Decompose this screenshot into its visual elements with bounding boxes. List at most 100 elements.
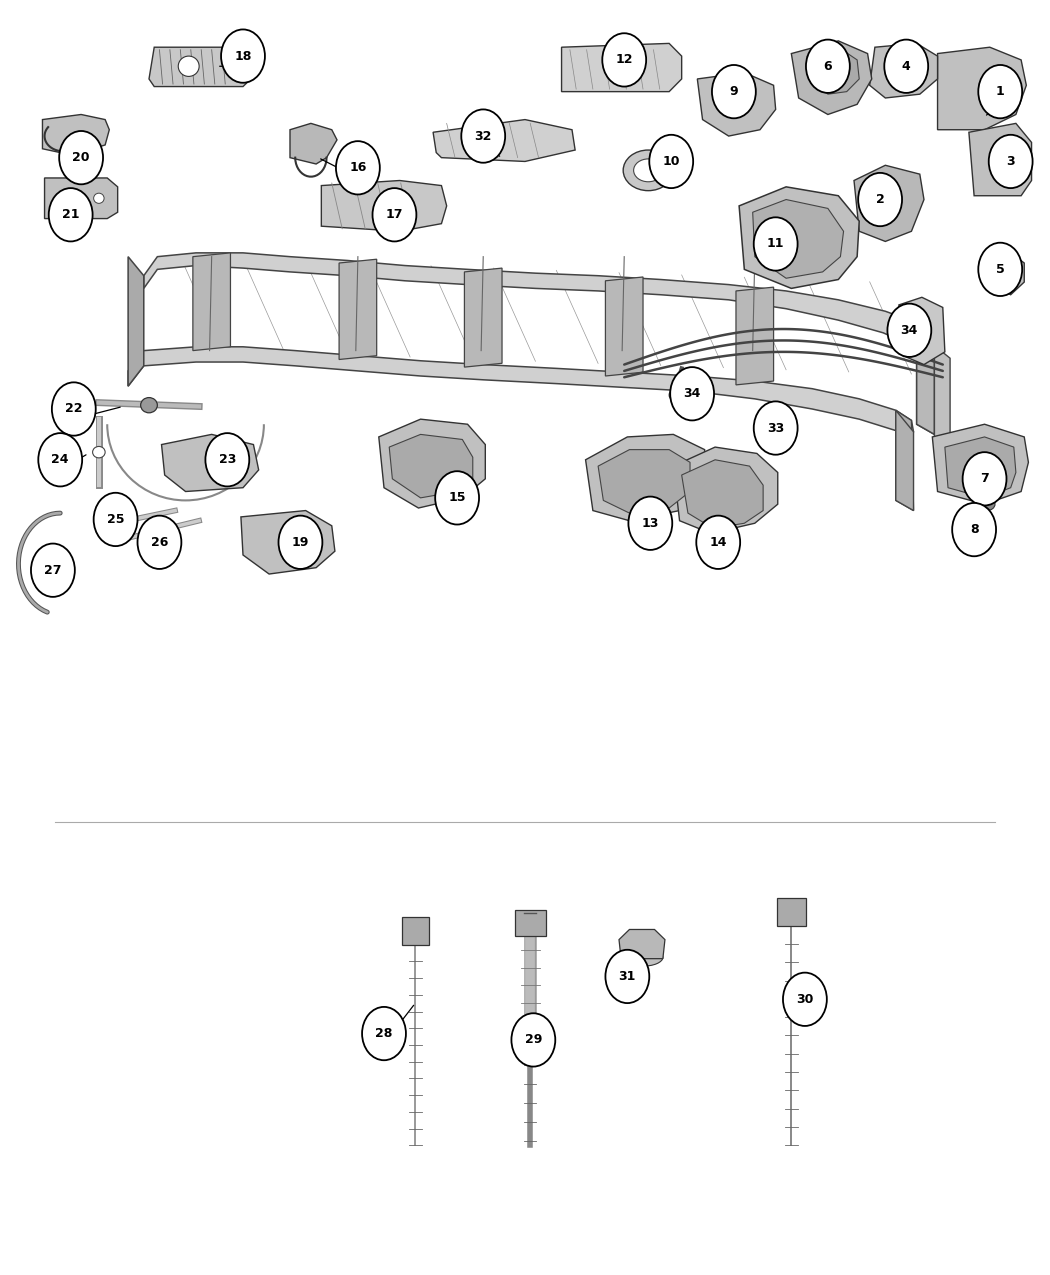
Polygon shape: [673, 448, 778, 533]
Circle shape: [952, 502, 996, 556]
Text: 25: 25: [107, 513, 124, 527]
Circle shape: [649, 135, 693, 189]
Text: 18: 18: [234, 50, 252, 62]
Text: 34: 34: [901, 324, 918, 337]
Circle shape: [138, 515, 182, 569]
Polygon shape: [193, 252, 230, 351]
Text: 24: 24: [51, 454, 69, 467]
Text: 22: 22: [65, 403, 83, 416]
Text: 20: 20: [72, 152, 90, 164]
Polygon shape: [402, 917, 428, 945]
Text: 33: 33: [768, 422, 784, 435]
Text: 4: 4: [902, 60, 910, 73]
Polygon shape: [339, 259, 377, 360]
Text: 12: 12: [615, 54, 633, 66]
Polygon shape: [606, 277, 643, 376]
Polygon shape: [379, 419, 485, 507]
Circle shape: [59, 131, 103, 185]
Polygon shape: [945, 437, 1016, 497]
Text: 32: 32: [475, 130, 491, 143]
Text: 30: 30: [796, 993, 814, 1006]
Circle shape: [48, 189, 92, 241]
Text: 23: 23: [218, 454, 236, 467]
Circle shape: [696, 515, 740, 569]
Text: 3: 3: [1006, 156, 1015, 168]
Ellipse shape: [622, 949, 663, 966]
Polygon shape: [290, 124, 337, 164]
Circle shape: [278, 515, 322, 569]
Polygon shape: [792, 41, 872, 115]
Circle shape: [858, 173, 902, 226]
Circle shape: [336, 142, 380, 195]
Circle shape: [628, 496, 672, 550]
Text: 28: 28: [375, 1028, 393, 1040]
Circle shape: [963, 453, 1007, 505]
Circle shape: [606, 950, 649, 1003]
Text: 11: 11: [766, 237, 784, 250]
Circle shape: [603, 33, 646, 87]
Text: 6: 6: [823, 60, 833, 73]
Circle shape: [362, 1007, 406, 1061]
Polygon shape: [777, 898, 806, 926]
Polygon shape: [149, 47, 248, 87]
Text: 31: 31: [618, 970, 636, 983]
Circle shape: [887, 303, 931, 357]
Text: 14: 14: [710, 536, 727, 548]
Polygon shape: [620, 929, 665, 959]
Text: 1: 1: [995, 85, 1005, 98]
Polygon shape: [681, 460, 763, 528]
Circle shape: [206, 434, 249, 487]
Circle shape: [806, 40, 849, 93]
Text: 34: 34: [684, 388, 700, 400]
Circle shape: [979, 65, 1022, 119]
Polygon shape: [128, 347, 914, 441]
Polygon shape: [128, 256, 144, 386]
Ellipse shape: [93, 194, 104, 203]
Circle shape: [783, 973, 826, 1026]
Polygon shape: [869, 43, 938, 98]
Polygon shape: [736, 287, 774, 385]
Circle shape: [754, 217, 798, 270]
Circle shape: [670, 367, 714, 421]
Polygon shape: [240, 510, 335, 574]
Text: 9: 9: [730, 85, 738, 98]
Polygon shape: [162, 435, 258, 492]
Polygon shape: [598, 450, 690, 513]
Text: 19: 19: [292, 536, 309, 548]
Circle shape: [754, 402, 798, 455]
Circle shape: [989, 135, 1032, 189]
Circle shape: [222, 29, 265, 83]
Polygon shape: [917, 323, 934, 435]
Text: 13: 13: [642, 516, 659, 529]
Polygon shape: [807, 47, 859, 94]
Polygon shape: [932, 425, 1028, 504]
Circle shape: [979, 242, 1022, 296]
Circle shape: [435, 472, 479, 524]
Circle shape: [32, 543, 75, 597]
Polygon shape: [896, 411, 914, 510]
Polygon shape: [514, 910, 546, 936]
Ellipse shape: [58, 194, 68, 203]
Polygon shape: [938, 47, 1026, 130]
Polygon shape: [42, 115, 109, 153]
Ellipse shape: [141, 398, 158, 413]
Text: 21: 21: [62, 208, 80, 222]
Polygon shape: [697, 73, 776, 136]
Polygon shape: [896, 411, 914, 510]
Text: 17: 17: [385, 208, 403, 222]
Text: 8: 8: [970, 523, 979, 536]
Text: 5: 5: [995, 263, 1005, 275]
Ellipse shape: [76, 194, 86, 203]
Text: 27: 27: [44, 564, 62, 576]
Polygon shape: [739, 187, 859, 288]
Text: 7: 7: [981, 472, 989, 486]
Text: 2: 2: [876, 193, 884, 207]
Ellipse shape: [979, 497, 995, 510]
Polygon shape: [586, 435, 705, 520]
Polygon shape: [934, 346, 950, 454]
Polygon shape: [917, 323, 934, 435]
Polygon shape: [985, 252, 1024, 295]
Polygon shape: [854, 166, 924, 241]
Ellipse shape: [633, 159, 663, 182]
Circle shape: [884, 40, 928, 93]
